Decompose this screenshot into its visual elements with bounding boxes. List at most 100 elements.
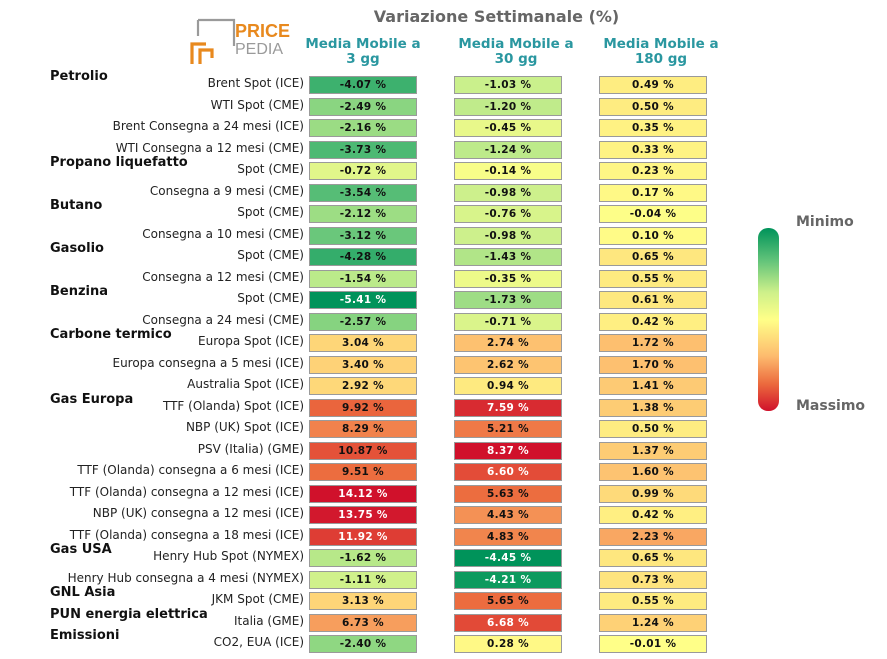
pricepedia-logo-icon: PRICE PEDIA xyxy=(190,18,290,64)
row-label: TTF (Olanda) consegna a 6 mesi (ICE) xyxy=(77,463,304,477)
group-label: PUN energia elettrica xyxy=(50,606,208,622)
heatmap-cell: -0.72 % xyxy=(309,162,417,180)
group-label: Carbone termico xyxy=(50,327,172,342)
row-label: Spot (CME) xyxy=(237,162,304,176)
row-label: Italia (GME) xyxy=(233,613,304,628)
heatmap-cell: 4.83 % xyxy=(454,527,562,546)
heatmap-cell: 0.73 % xyxy=(599,570,707,589)
heatmap-cell: -0.14 % xyxy=(454,162,562,180)
heatmap-cell: 8.29 % xyxy=(309,420,417,438)
heatmap-cell: 11.92 % xyxy=(309,527,417,546)
heatmap-cell: -3.12 % xyxy=(309,226,417,245)
row-label: NBP (UK) consegna a 12 mesi (ICE) xyxy=(92,506,304,520)
heatmap-cell: -1.24 % xyxy=(454,140,562,159)
heatmap-cell: -2.57 % xyxy=(309,312,417,331)
heatmap-cell: 1.24 % xyxy=(599,613,707,632)
heatmap-cell: 1.60 % xyxy=(599,463,707,481)
heatmap-cell: 1.70 % xyxy=(599,355,707,374)
heatmap-cell: 0.65 % xyxy=(599,248,707,266)
row-label: Brent Consegna a 24 mesi (ICE) xyxy=(112,119,304,133)
heatmap-cell: -2.49 % xyxy=(309,97,417,116)
group-label: Gasolio xyxy=(50,241,104,256)
heatmap-cell: 10.87 % xyxy=(309,441,417,460)
group-label: GNL Asia xyxy=(50,585,116,600)
heatmap-cell: 0.49 % xyxy=(599,76,707,94)
row-label: Europa Spot (ICE) xyxy=(198,334,304,348)
heatmap-cell: 5.63 % xyxy=(454,484,562,503)
row-label: TTF (Olanda) consegna a 12 mesi (ICE) xyxy=(69,484,304,499)
row-label: Europa consegna a 5 mesi (ICE) xyxy=(112,355,304,370)
heatmap-cell: 6.68 % xyxy=(454,613,562,632)
heatmap-cell: 2.23 % xyxy=(599,527,707,546)
heatmap-cell: -0.76 % xyxy=(454,205,562,223)
heatmap-cell: 9.51 % xyxy=(309,463,417,481)
heatmap-cell: -1.54 % xyxy=(309,269,417,288)
heatmap-cell: -1.11 % xyxy=(309,570,417,589)
column-header-30gg: Media Mobile a 30 gg xyxy=(441,37,591,67)
heatmap-cell: 5.21 % xyxy=(454,420,562,438)
row-label: Henry Hub Spot (NYMEX) xyxy=(153,549,304,563)
row-label: Spot (CME) xyxy=(237,205,304,219)
heatmap-cell: 0.28 % xyxy=(454,635,562,653)
row-label: NBP (UK) Spot (ICE) xyxy=(185,420,304,434)
row-label: CO2, EUA (ICE) xyxy=(213,635,304,649)
row-label: Australia Spot (ICE) xyxy=(187,377,304,391)
heatmap-cell: -5.41 % xyxy=(309,291,417,309)
heatmap-cell: -4.21 % xyxy=(454,570,562,589)
row-label: WTI Consegna a 12 mesi (CME) xyxy=(115,140,304,155)
row-label: Consegna a 12 mesi (CME) xyxy=(142,269,304,284)
heatmap-cell: -3.54 % xyxy=(309,183,417,202)
group-label: Emissioni xyxy=(50,628,120,643)
group-label: Petrolio xyxy=(50,69,108,84)
row-label: TTF (Olanda) Spot (ICE) xyxy=(162,398,304,413)
heatmap-cell: 1.41 % xyxy=(599,377,707,395)
column-header-line1: Media Mobile a xyxy=(305,36,421,52)
heatmap-cell: 1.37 % xyxy=(599,441,707,460)
group-label: Butano xyxy=(50,198,103,213)
heatmap-cell: 0.35 % xyxy=(599,119,707,137)
heatmap-cell: 0.65 % xyxy=(599,549,707,567)
row-label: Consegna a 9 mesi (CME) xyxy=(149,183,304,198)
heatmap-cell: -1.62 % xyxy=(309,549,417,567)
heatmap-cell: -1.03 % xyxy=(454,76,562,94)
row-label: Spot (CME) xyxy=(237,248,304,262)
row-label: WTI Spot (CME) xyxy=(210,97,304,112)
logo-text-price: PRICE xyxy=(235,21,290,41)
group-label: Gas USA xyxy=(50,542,112,557)
heatmap-cell: -0.98 % xyxy=(454,183,562,202)
heatmap-cell: -0.01 % xyxy=(599,635,707,653)
heatmap-cell: 0.23 % xyxy=(599,162,707,180)
heatmap-cell: -0.35 % xyxy=(454,269,562,288)
heatmap-cell: 4.43 % xyxy=(454,506,562,524)
group-label: Propano liquefatto xyxy=(50,155,188,170)
heatmap-cell: 0.55 % xyxy=(599,592,707,610)
heatmap-cell: -3.73 % xyxy=(309,140,417,159)
heatmap-cell: 0.33 % xyxy=(599,140,707,159)
heatmap-cell: -1.73 % xyxy=(454,291,562,309)
heatmap-cell: -4.28 % xyxy=(309,248,417,266)
heatmap-cell: 0.42 % xyxy=(599,506,707,524)
column-header-line2: 30 gg xyxy=(494,51,538,67)
heatmap-cell: -1.20 % xyxy=(454,97,562,116)
heatmap-cell: 0.50 % xyxy=(599,420,707,438)
heatmap-cell: 0.94 % xyxy=(454,377,562,395)
heatmap-cell: -0.98 % xyxy=(454,226,562,245)
heatmap-cell: -0.45 % xyxy=(454,119,562,137)
heatmap-cell: 2.74 % xyxy=(454,334,562,352)
pricepedia-logo: PRICE PEDIA xyxy=(190,18,300,68)
column-header-line1: Media Mobile a xyxy=(458,36,574,52)
heatmap-cell: 0.61 % xyxy=(599,291,707,309)
row-label: PSV (Italia) (GME) xyxy=(197,441,304,456)
heatmap-cell: 0.17 % xyxy=(599,183,707,202)
row-label: Henry Hub consegna a 4 mesi (NYMEX) xyxy=(67,570,304,585)
heatmap-cell: -4.07 % xyxy=(309,76,417,94)
row-label: Brent Spot (ICE) xyxy=(207,76,304,90)
heatmap-cell: 5.65 % xyxy=(454,592,562,610)
row-label: TTF (Olanda) consegna a 18 mesi (ICE) xyxy=(69,527,304,542)
heatmap-cell: 2.62 % xyxy=(454,355,562,374)
heatmap-cell: 0.50 % xyxy=(599,97,707,116)
column-header-180gg: Media Mobile a 180 gg xyxy=(586,37,736,67)
legend-max-label: Massimo xyxy=(796,398,866,414)
heatmap-cell: -1.43 % xyxy=(454,248,562,266)
heatmap-cell: 3.13 % xyxy=(309,592,417,610)
